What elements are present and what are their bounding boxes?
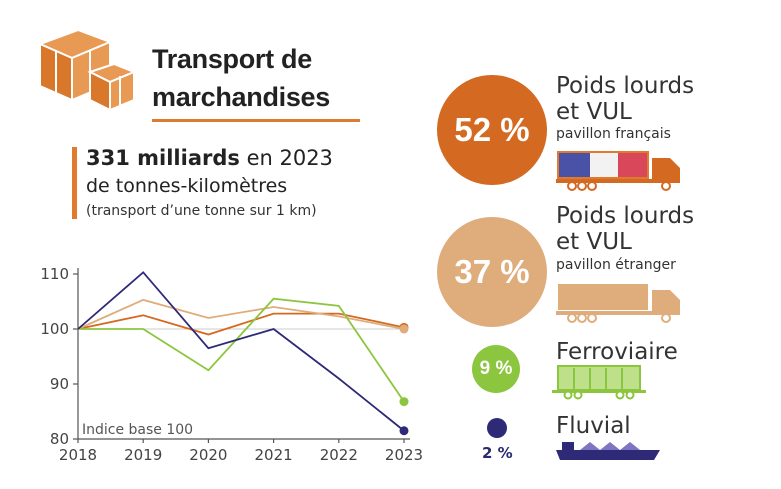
x-tick-label: 2021 — [255, 446, 293, 464]
mode-title-line-1: Poids lourds — [556, 73, 695, 99]
x-tick-label: 2019 — [124, 446, 162, 464]
mode-subtitle: pavillon français — [556, 126, 671, 142]
headline-value-line: 331 milliards en 2023 — [86, 146, 333, 170]
y-tick-label: 100 — [40, 320, 69, 338]
x-tick-label: 2022 — [320, 446, 358, 464]
x-tick-label: 2020 — [189, 446, 227, 464]
headline-note: (transport d’une tonne sur 1 km) — [86, 203, 317, 219]
cardboard-boxes-icon — [37, 28, 137, 112]
share-circle-road-french: 52 % — [437, 75, 547, 185]
share-percent: 9 % — [479, 358, 513, 379]
truck-french-flag-icon — [556, 151, 680, 191]
series-end-point-1 — [399, 324, 409, 334]
headline-value: 331 milliards — [86, 146, 240, 170]
title-line-2: marchandises — [152, 82, 330, 112]
title-underline — [152, 119, 360, 122]
truck-icon — [556, 284, 680, 323]
y-tick-label: 90 — [50, 375, 69, 393]
series-line-2 — [78, 297, 405, 403]
series-line-0 — [77, 312, 405, 336]
line-chart: 80 90 100 110 2018 2019 2020 2021 2022 2023 Indic… — [40, 265, 423, 464]
freight-wagon-icon — [552, 365, 646, 400]
mode-title: Fluvial — [556, 413, 631, 439]
share-circle-road-foreign: 37 % — [437, 217, 547, 327]
share-percent: 52 % — [454, 111, 530, 148]
mode-title-line-1: Poids lourds — [556, 203, 695, 229]
y-tick-label: 80 — [50, 430, 69, 448]
share-percent: 37 % — [454, 253, 530, 290]
share-percent-river: 2 % — [482, 444, 513, 462]
mode-title: Ferroviaire — [556, 339, 678, 365]
share-circle-rail: 9 % — [472, 345, 520, 393]
chart-annotation: Indice base 100 — [82, 422, 193, 438]
x-tick-label: 2023 — [385, 446, 423, 464]
share-dot-river — [487, 418, 507, 438]
series-end-point-2 — [399, 397, 409, 407]
barge-icon — [556, 442, 660, 460]
series-line-3 — [77, 271, 405, 432]
x-tick-label: 2018 — [59, 446, 97, 464]
y-tick-label: 110 — [40, 265, 69, 283]
headline-year: en 2023 — [239, 146, 333, 170]
title-line-1: Transport de — [152, 44, 312, 74]
mode-title-line-2: et VUL — [556, 99, 632, 125]
mode-subtitle: pavillon étranger — [556, 257, 676, 273]
mode-title-line-2: et VUL — [556, 229, 632, 255]
headline-unit: de tonnes-kilomètres — [86, 175, 288, 197]
series-line-1 — [77, 298, 405, 330]
series-end-point-3 — [399, 426, 409, 436]
headline-accent-bar — [72, 147, 77, 219]
